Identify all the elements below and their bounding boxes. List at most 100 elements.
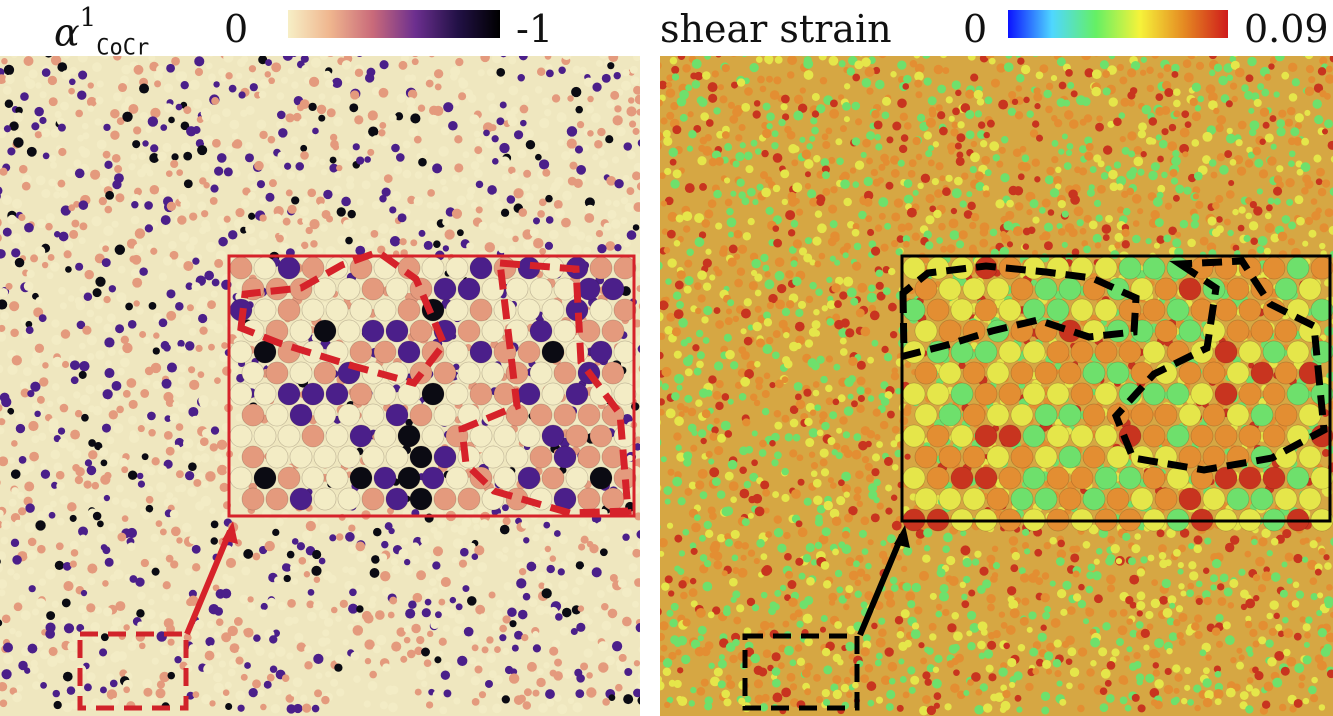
strain-atom — [873, 120, 883, 130]
alpha-atom — [5, 74, 15, 85]
alpha-atom — [207, 300, 216, 310]
strain-atom — [793, 94, 804, 104]
strain-atom — [1146, 84, 1155, 93]
alpha-atom — [74, 168, 85, 179]
alpha-atom — [196, 472, 205, 482]
alpha-inset-atom — [313, 361, 337, 385]
alpha-atom — [187, 487, 197, 497]
alpha-atom — [42, 152, 50, 160]
strain-atom — [1070, 90, 1078, 98]
strain-atom — [856, 404, 865, 413]
strain-atom — [789, 449, 798, 458]
alpha-atom — [517, 609, 528, 620]
strain-atom — [699, 491, 708, 500]
strain-atom — [866, 157, 873, 165]
alpha-inset-atom — [553, 403, 577, 427]
strain-atom — [1324, 208, 1333, 218]
alpha-atom — [99, 648, 108, 657]
strain-atom — [1256, 188, 1263, 195]
strain-atom — [1223, 218, 1231, 226]
alpha-atom — [508, 56, 517, 65]
alpha-atom — [578, 543, 586, 551]
alpha-atom — [555, 613, 563, 621]
alpha-inset-atom — [229, 424, 253, 448]
alpha-atom — [214, 258, 224, 268]
alpha-atom — [24, 481, 35, 492]
strain-atom — [832, 313, 841, 322]
alpha-atom — [177, 71, 188, 81]
strain-atom — [730, 496, 737, 503]
strain-atom — [660, 398, 665, 406]
alpha-atom — [258, 230, 269, 240]
alpha-atom — [194, 67, 204, 77]
strain-atom — [721, 63, 730, 73]
strain-atom — [823, 500, 834, 511]
alpha-atom — [474, 146, 483, 155]
alpha-inset-atom — [241, 403, 265, 427]
alpha-atom — [225, 146, 233, 154]
alpha-inset-atom — [445, 340, 469, 364]
strain-atom — [1094, 242, 1102, 249]
strain-atom — [891, 212, 901, 222]
strain-atom — [1113, 161, 1122, 169]
alpha-atom — [48, 511, 56, 519]
alpha-atom — [88, 439, 96, 447]
alpha-atom — [632, 127, 640, 135]
alpha-atom — [248, 212, 256, 220]
strain-atom — [853, 493, 861, 502]
strain-atom — [1294, 195, 1304, 205]
alpha-atom — [0, 699, 8, 708]
alpha-atom — [462, 585, 470, 593]
alpha-atom — [282, 56, 293, 61]
strain-atom — [857, 282, 868, 293]
alpha-atom — [150, 623, 159, 632]
alpha-inset-atom — [457, 319, 481, 343]
strain-atom — [763, 507, 770, 514]
strain-atom — [1157, 184, 1166, 193]
alpha-atom — [452, 174, 460, 182]
alpha-atom — [305, 520, 316, 532]
alpha-atom — [182, 451, 193, 462]
alpha-atom — [576, 622, 586, 632]
alpha-atom — [370, 230, 379, 238]
alpha-atom — [492, 56, 503, 64]
strain-atom — [697, 468, 708, 479]
alpha-atom — [571, 587, 580, 595]
alpha-atom — [245, 105, 255, 115]
strain-atom — [674, 416, 684, 426]
alpha-atom — [137, 480, 146, 488]
alpha-atom — [508, 245, 516, 252]
alpha-atom — [599, 548, 608, 557]
strain-atom — [737, 368, 747, 378]
strain-atom — [804, 339, 814, 348]
strain-atom — [696, 360, 704, 369]
strain-atom — [772, 330, 781, 339]
strain-atom — [842, 252, 849, 259]
alpha-atom — [84, 459, 93, 467]
strain-atom — [701, 316, 709, 324]
alpha-atom — [225, 575, 235, 585]
strain-atom — [840, 318, 850, 328]
strain-atom — [1120, 97, 1130, 107]
strain-atom — [1018, 382, 1025, 389]
strain-atom — [1114, 242, 1121, 249]
alpha-atom — [146, 466, 156, 476]
alpha-atom — [411, 58, 419, 66]
strain-atom — [1229, 158, 1237, 166]
strain-atom — [772, 351, 780, 360]
alpha-atom — [108, 410, 119, 420]
alpha-atom — [394, 112, 404, 121]
alpha-atom — [189, 79, 200, 91]
alpha-atom — [175, 258, 186, 268]
alpha-atom — [188, 366, 196, 374]
strain-atom — [747, 324, 754, 331]
strain-atom — [837, 394, 846, 403]
strain-atom — [839, 416, 848, 425]
alpha-atom — [369, 670, 377, 679]
alpha-atom — [524, 129, 534, 139]
strain-atom — [774, 421, 783, 430]
alpha-atom — [502, 504, 509, 512]
alpha-atom — [336, 207, 346, 217]
alpha-atom — [544, 109, 552, 117]
alpha-atom — [451, 556, 459, 564]
